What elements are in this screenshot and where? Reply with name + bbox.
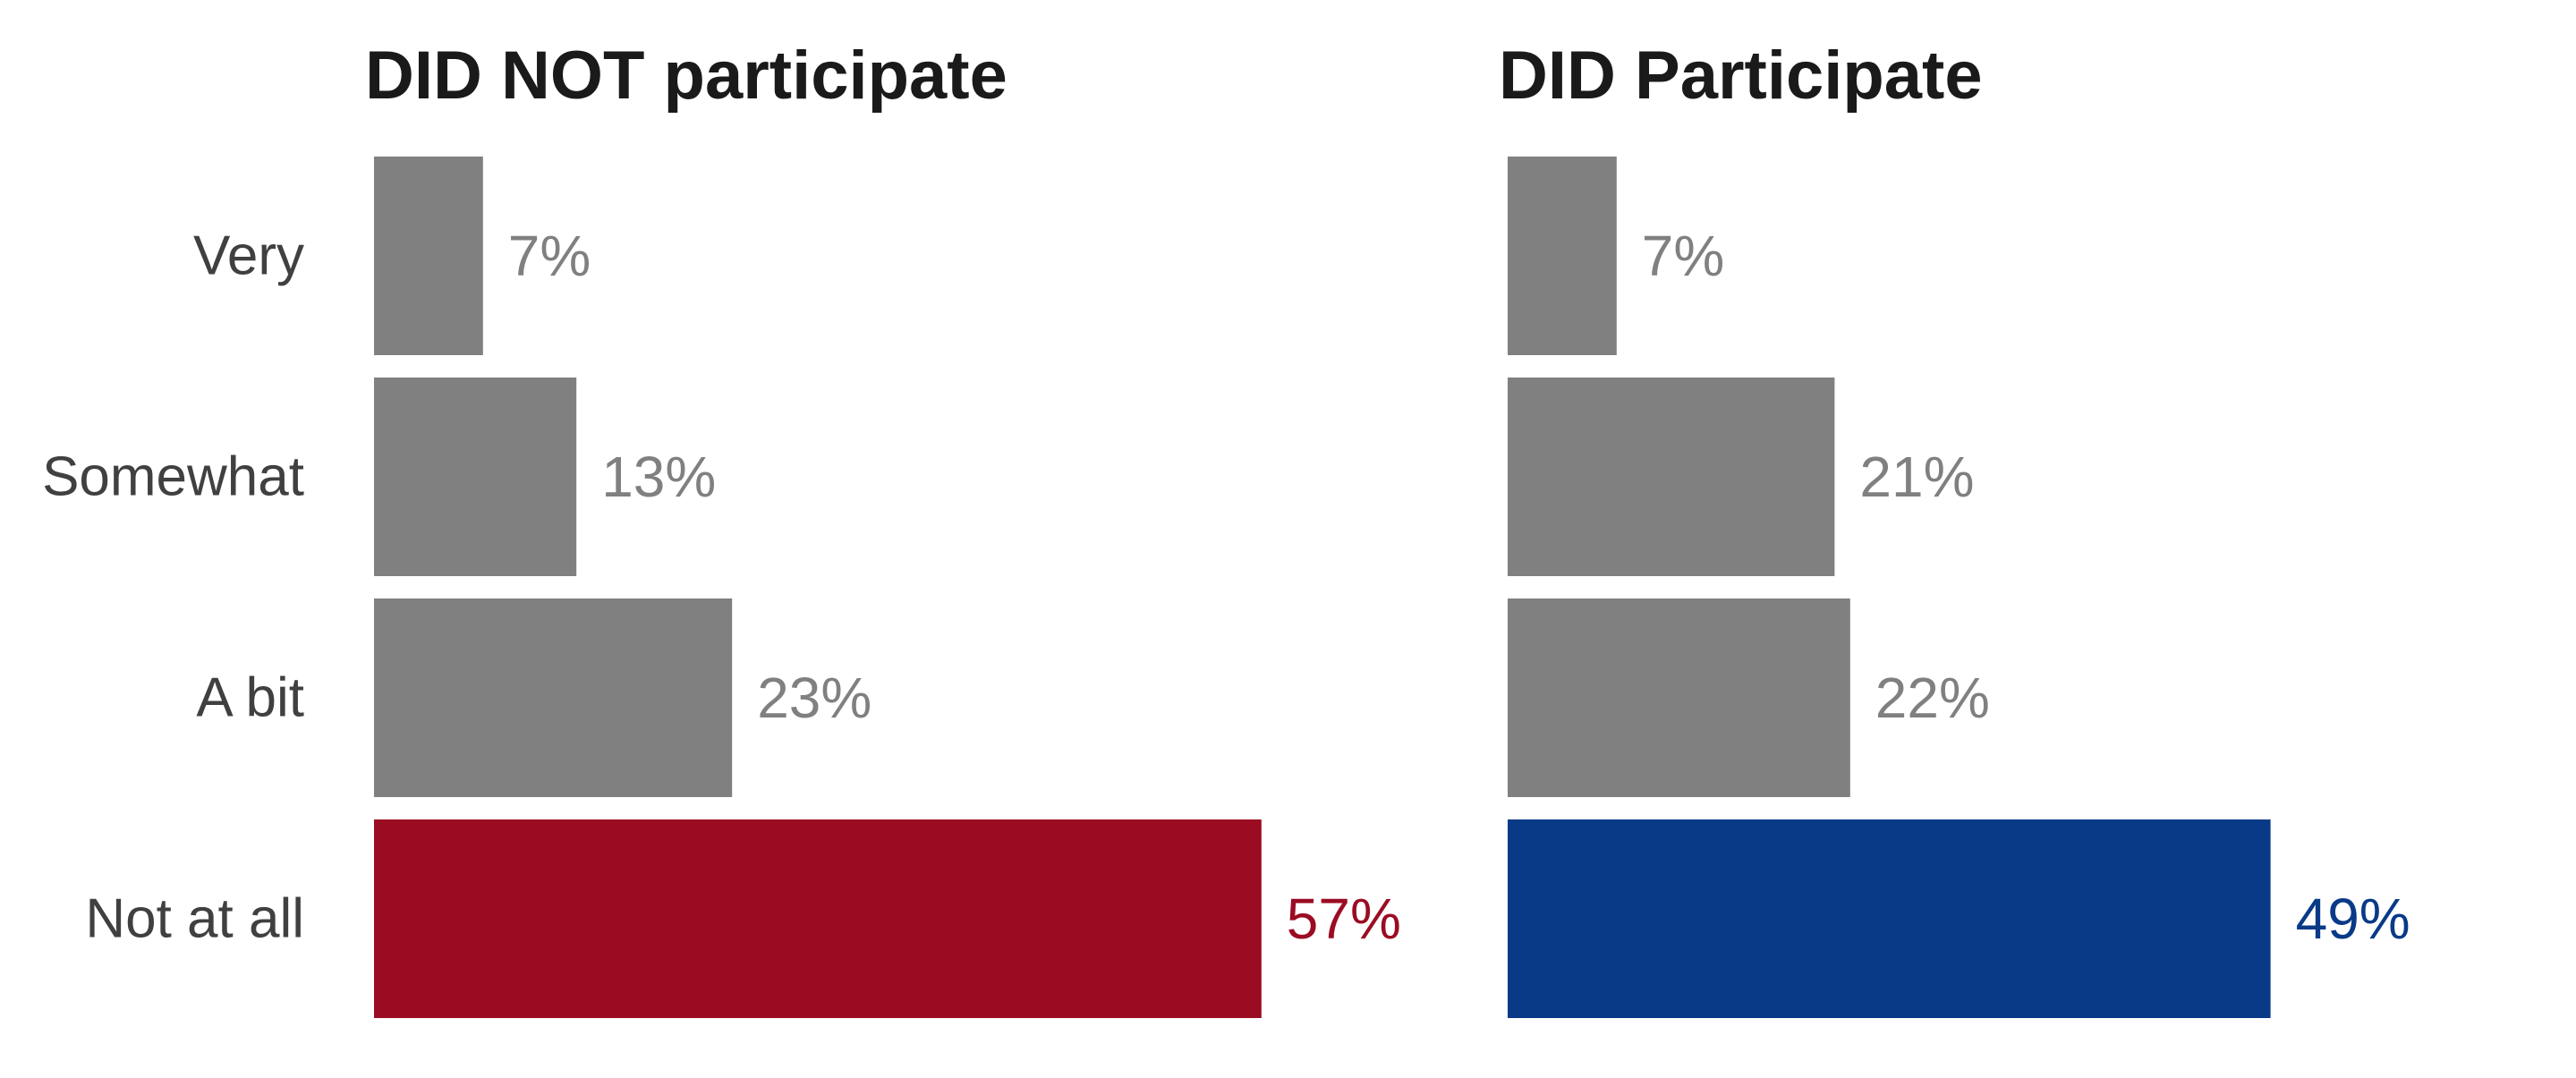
data-label-0-1: 13% [601,445,716,509]
panel-title-0: DID NOT participate [365,38,1007,114]
bar-1-0 [1508,157,1617,355]
bar-0-2 [374,598,733,797]
category-label-3: Not at all [85,888,304,950]
bar-0-0 [374,157,483,355]
data-label-1-0: 7% [1642,224,1725,288]
category-label-0: Very [193,225,304,287]
data-label-0-2: 23% [757,666,871,730]
data-label-0-0: 7% [508,224,591,288]
bar-1-1 [1508,378,1835,576]
data-label-0-3: 57% [1287,887,1401,951]
bar-0-3 [374,819,1262,1018]
data-label-1-1: 21% [1859,445,1974,509]
category-label-2: A bit [196,667,304,729]
category-label-1: Somewhat [42,446,304,508]
bar-0-1 [374,378,577,576]
bar-1-2 [1508,598,1850,797]
data-label-1-3: 49% [2296,887,2410,951]
bar-1-3 [1508,819,2271,1018]
data-label-1-2: 22% [1875,666,1990,730]
panel-title-1: DID Participate [1499,38,1983,114]
